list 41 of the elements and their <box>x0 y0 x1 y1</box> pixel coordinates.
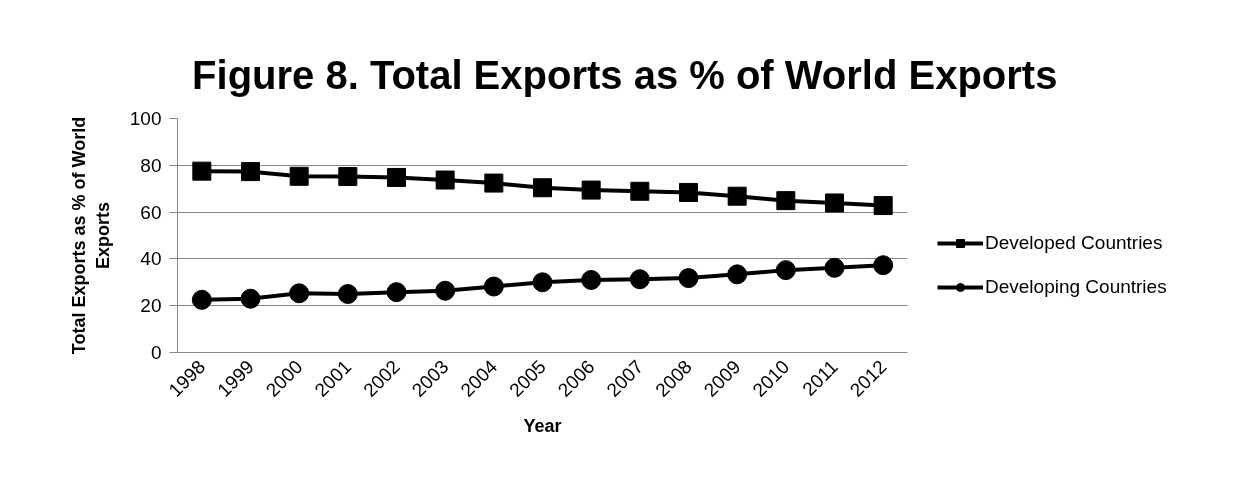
point <box>240 288 261 309</box>
point <box>825 193 844 213</box>
point <box>532 272 553 293</box>
point <box>191 289 212 310</box>
legend-label: Developed Countries <box>985 232 1163 254</box>
point <box>484 173 504 193</box>
point <box>289 166 309 186</box>
point <box>873 196 893 216</box>
point <box>241 162 260 182</box>
point <box>533 178 552 198</box>
y-axis-title: Total Exports as % of World Exports <box>68 116 113 355</box>
x-axis-title: Year <box>523 415 562 436</box>
y-tick-label: 100 <box>129 108 162 129</box>
point <box>289 283 310 304</box>
point <box>727 264 748 285</box>
point <box>776 191 796 211</box>
point <box>581 180 601 200</box>
point <box>824 257 845 278</box>
y-tick-label: 0 <box>150 342 162 363</box>
point <box>775 260 796 281</box>
point <box>337 284 358 304</box>
y-tick-label: 20 <box>140 295 162 317</box>
point <box>483 276 504 297</box>
point <box>630 181 650 201</box>
y-tick-label: 60 <box>140 201 162 223</box>
point <box>387 167 406 187</box>
point <box>435 280 456 301</box>
legend-label: Developing Countries <box>985 276 1167 298</box>
point <box>678 268 699 289</box>
point <box>386 282 407 303</box>
point <box>873 255 894 276</box>
point <box>679 182 698 202</box>
point <box>435 170 455 190</box>
point <box>727 186 747 206</box>
y-tick-label: 80 <box>140 154 162 176</box>
point <box>629 269 650 290</box>
point <box>192 161 212 181</box>
chart-title: Figure 8. Total Exports as % of World Exports <box>192 52 1058 97</box>
point <box>581 269 602 290</box>
y-tick-label: 40 <box>140 248 162 270</box>
point <box>338 167 358 187</box>
